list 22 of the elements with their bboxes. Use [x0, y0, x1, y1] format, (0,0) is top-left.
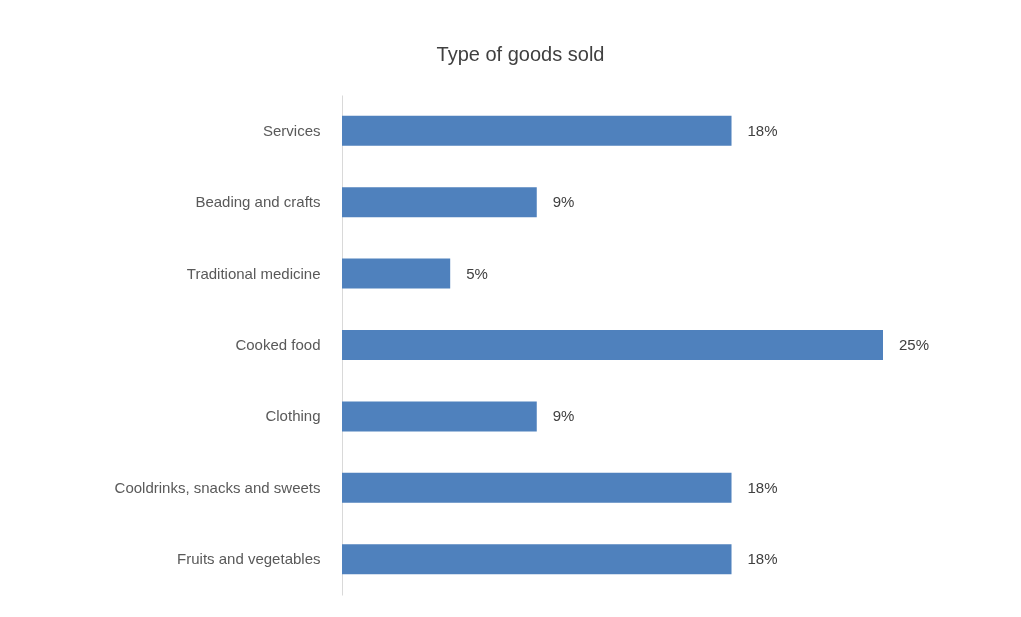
y-tick-label: Clothing — [265, 407, 321, 425]
y-tick-label: Beading and crafts — [195, 193, 321, 211]
bar — [342, 330, 883, 360]
y-tick-label: Traditional medicine — [186, 264, 321, 282]
bar — [342, 258, 451, 289]
y-tick-label: Fruits and vegetables — [177, 550, 321, 568]
bar — [342, 472, 732, 503]
y-tick-label: Services — [262, 121, 321, 139]
bar — [342, 187, 537, 218]
bar — [342, 401, 537, 432]
data-label: 18% — [747, 550, 778, 568]
y-tick-label: Cooked food — [235, 336, 321, 353]
data-label: 18% — [747, 121, 778, 139]
bar — [342, 115, 732, 146]
y-tick-label: Cooldrinks, snacks and sweets — [114, 478, 321, 496]
data-label: 9% — [552, 407, 575, 425]
data-label: 9% — [552, 193, 575, 211]
data-label: 25% — [899, 336, 930, 353]
data-label: 5% — [466, 264, 488, 282]
data-label: 18% — [747, 478, 778, 496]
bar — [342, 544, 732, 575]
chart-title: Type of goods sold — [436, 43, 605, 65]
